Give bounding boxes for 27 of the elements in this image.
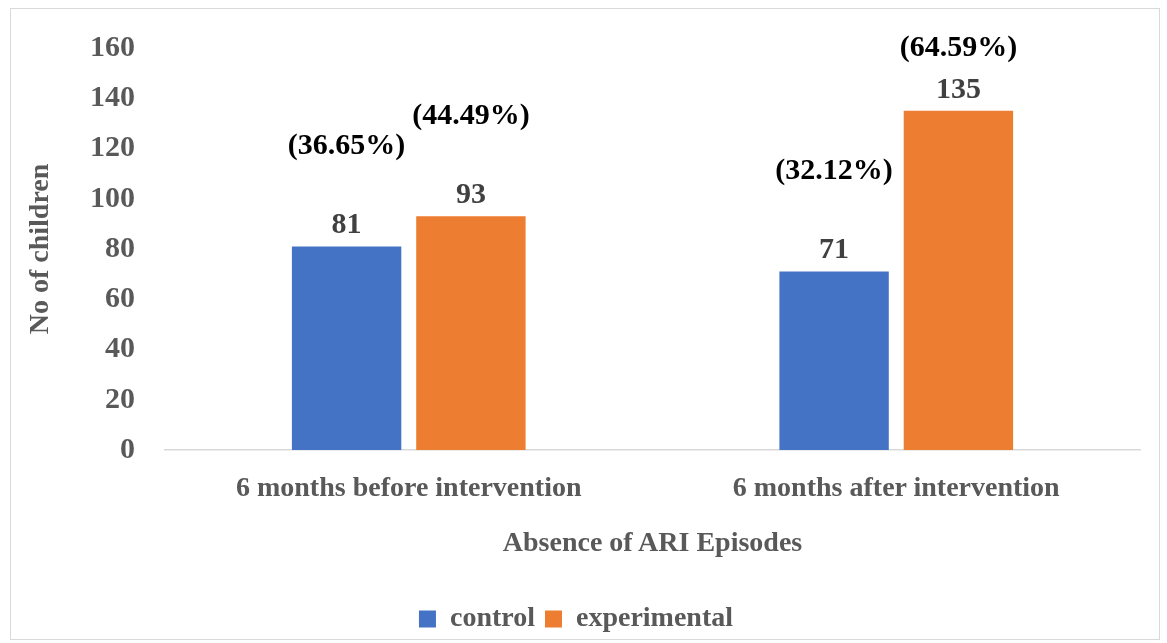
y-tick-label: 40 <box>105 330 135 364</box>
y-tick-label: 0 <box>120 430 135 464</box>
annotation: (64.59%) <box>899 28 1018 63</box>
x-tick-label: 6 months before intervention <box>235 471 582 503</box>
y-tick-label: 80 <box>105 229 135 263</box>
y-tick-label: 20 <box>105 380 135 414</box>
annotation: (36.65%) <box>287 127 406 162</box>
data-label: 81 <box>331 206 362 240</box>
bar <box>903 110 1014 450</box>
y-tick-label: 60 <box>105 280 135 313</box>
y-tick-label: 160 <box>90 28 135 62</box>
bar <box>416 216 526 450</box>
annotation: (32.12%) <box>775 152 893 187</box>
data-label: 71 <box>819 231 850 265</box>
data-label: 93 <box>455 176 486 210</box>
y-tick-label: 120 <box>90 129 135 163</box>
legend-label: experimental <box>575 601 734 633</box>
y-tick-label: 140 <box>90 79 135 112</box>
x-tick-label: 6 months after intervention <box>732 471 1061 503</box>
x-axis-title: Absence of ARI Episodes <box>502 526 803 558</box>
data-label: 135 <box>935 70 981 104</box>
y-tick-label: 100 <box>90 179 135 213</box>
bar <box>779 271 889 450</box>
annotation: (44.49%) <box>412 97 530 132</box>
y-axis-title: No of children <box>23 163 55 335</box>
bar <box>291 246 402 450</box>
legend-label: control <box>449 601 536 633</box>
